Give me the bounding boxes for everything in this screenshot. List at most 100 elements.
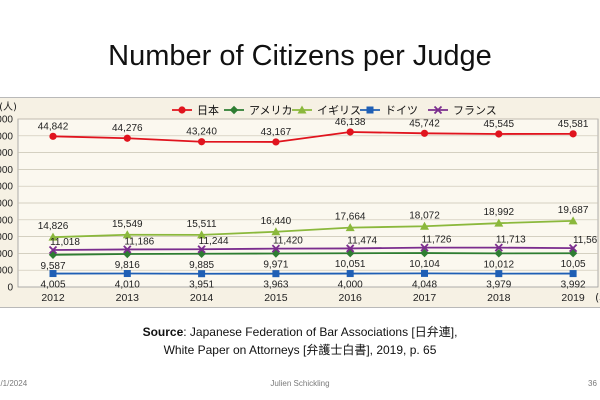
data-label: 9,587 [40, 261, 65, 272]
series-2-point [494, 218, 504, 227]
series-4-point [420, 243, 429, 252]
source-line-2: White Paper on Attorneys [弁護士白書], 2019, … [163, 343, 437, 357]
data-label: 3,979 [486, 280, 511, 291]
series-4-line [52, 246, 574, 251]
chart: 0 5,000 10,000 15,000 20,000 25,000 30,000 35,0… [0, 97, 600, 308]
data-label: 4,010 [115, 280, 140, 291]
data-label: 10,05 [561, 259, 586, 270]
y-tick-label: 35,000 [0, 165, 13, 176]
data-label: 11,186 [124, 236, 154, 247]
series-3-point [421, 269, 428, 277]
series-0-point [569, 130, 577, 138]
series-1-line [52, 252, 574, 256]
data-label: 11,713 [496, 235, 526, 246]
legend-marker [178, 106, 186, 114]
data-label: 44,276 [112, 123, 143, 134]
data-label: 16,440 [261, 216, 292, 227]
source-line-1: Source: Japanese Federation of Bar Assoc… [0, 323, 600, 341]
series-1-point [494, 249, 503, 258]
data-label: 11,474 [347, 235, 377, 246]
data-label: 46,138 [335, 117, 366, 128]
series-0-point [346, 128, 354, 136]
series-0-point [420, 129, 429, 137]
x-tick-label: 2015 [264, 292, 288, 304]
data-label: 10,104 [409, 259, 440, 270]
y-tick-label: 50,000 [0, 115, 13, 126]
data-label: 10,012 [484, 259, 515, 270]
series-3-point [49, 270, 57, 278]
x-tick-label: 2012 [41, 292, 65, 304]
series-4-point [346, 244, 355, 253]
data-label: 45,742 [409, 118, 440, 129]
data-label: 43,240 [186, 127, 217, 138]
series-2-point [345, 223, 355, 232]
x-tick-label: 2014 [190, 292, 214, 304]
data-label: 17,664 [335, 212, 366, 223]
legend-label: アメリカ [249, 104, 292, 117]
legend-label: イギリス [317, 104, 361, 117]
data-label: 44,842 [38, 121, 69, 132]
y-tick-label: 40,000 [0, 148, 13, 159]
footer-date: 2/1/2024 [0, 379, 28, 388]
data-label: 45,545 [484, 119, 515, 130]
x-axis-suffix-label: (年) [595, 291, 600, 304]
data-label: 3,963 [263, 280, 288, 291]
data-label: 3,951 [189, 280, 214, 291]
series-3-point [272, 270, 280, 278]
data-label: 43,167 [261, 127, 292, 138]
series-0-point [49, 132, 57, 140]
data-label: 9,816 [115, 260, 140, 271]
data-label: 11,726 [422, 235, 452, 246]
y-tick-label: 30,000 [0, 182, 13, 193]
y-tick-label: 20,000 [0, 215, 13, 226]
data-label: 18,992 [484, 207, 515, 218]
y-axis-unit-label: (人) [0, 101, 17, 113]
x-tick-label: 2018 [487, 292, 511, 304]
source-text-1: : Japanese Federation of Bar Association… [183, 325, 458, 339]
x-tick-label: 2013 [116, 292, 140, 304]
y-tick-label: 25,000 [0, 199, 13, 210]
series-2-point [48, 232, 58, 241]
legend-marker [229, 105, 239, 115]
series-2-point [420, 221, 429, 230]
series-3-point [198, 270, 206, 278]
data-label: 3,992 [561, 280, 586, 291]
x-tick-label: 2016 [339, 292, 363, 304]
legend-marker [297, 105, 307, 114]
y-tick-label: 45,000 [0, 131, 13, 142]
data-label: 45,581 [558, 119, 589, 130]
x-tick-label: 2017 [413, 292, 437, 304]
series-3-point [123, 270, 131, 278]
data-label: 14,826 [38, 221, 69, 232]
series-3-point [346, 270, 354, 278]
series-0-line [52, 131, 574, 143]
series-2-point [271, 227, 281, 236]
source-citation: Source: Japanese Federation of Bar Assoc… [0, 323, 600, 359]
data-label: 10,051 [335, 259, 366, 270]
series-2-point [197, 230, 207, 239]
y-tick-label: 0 [7, 283, 13, 294]
y-tick-label: 15,000 [0, 232, 13, 243]
y-tick-label: 10,000 [0, 249, 13, 260]
data-label: 11,56 [573, 235, 598, 246]
legend-label: 日本 [197, 103, 219, 117]
legend-label: ドイツ [385, 104, 418, 117]
legend-marker [366, 106, 374, 114]
data-label: 4,048 [412, 279, 437, 290]
data-label: 11,018 [50, 237, 80, 248]
data-label: 15,511 [187, 219, 217, 230]
data-label: 4,005 [40, 280, 65, 291]
source-label: Source [142, 325, 184, 339]
series-4-point [494, 243, 503, 252]
series-4-point [48, 245, 58, 255]
data-label: 18,072 [409, 210, 440, 221]
data-label: 19,687 [558, 205, 589, 216]
data-label: 15,549 [112, 219, 143, 230]
data-label: 11,244 [199, 236, 229, 247]
footer-author: Julien Schickling [270, 379, 330, 388]
data-label: 4,000 [338, 280, 363, 291]
series-0-point [272, 138, 280, 146]
footer-page-number: 36 [588, 379, 597, 388]
series-0-point [123, 134, 131, 142]
series-4-point [271, 244, 281, 253]
